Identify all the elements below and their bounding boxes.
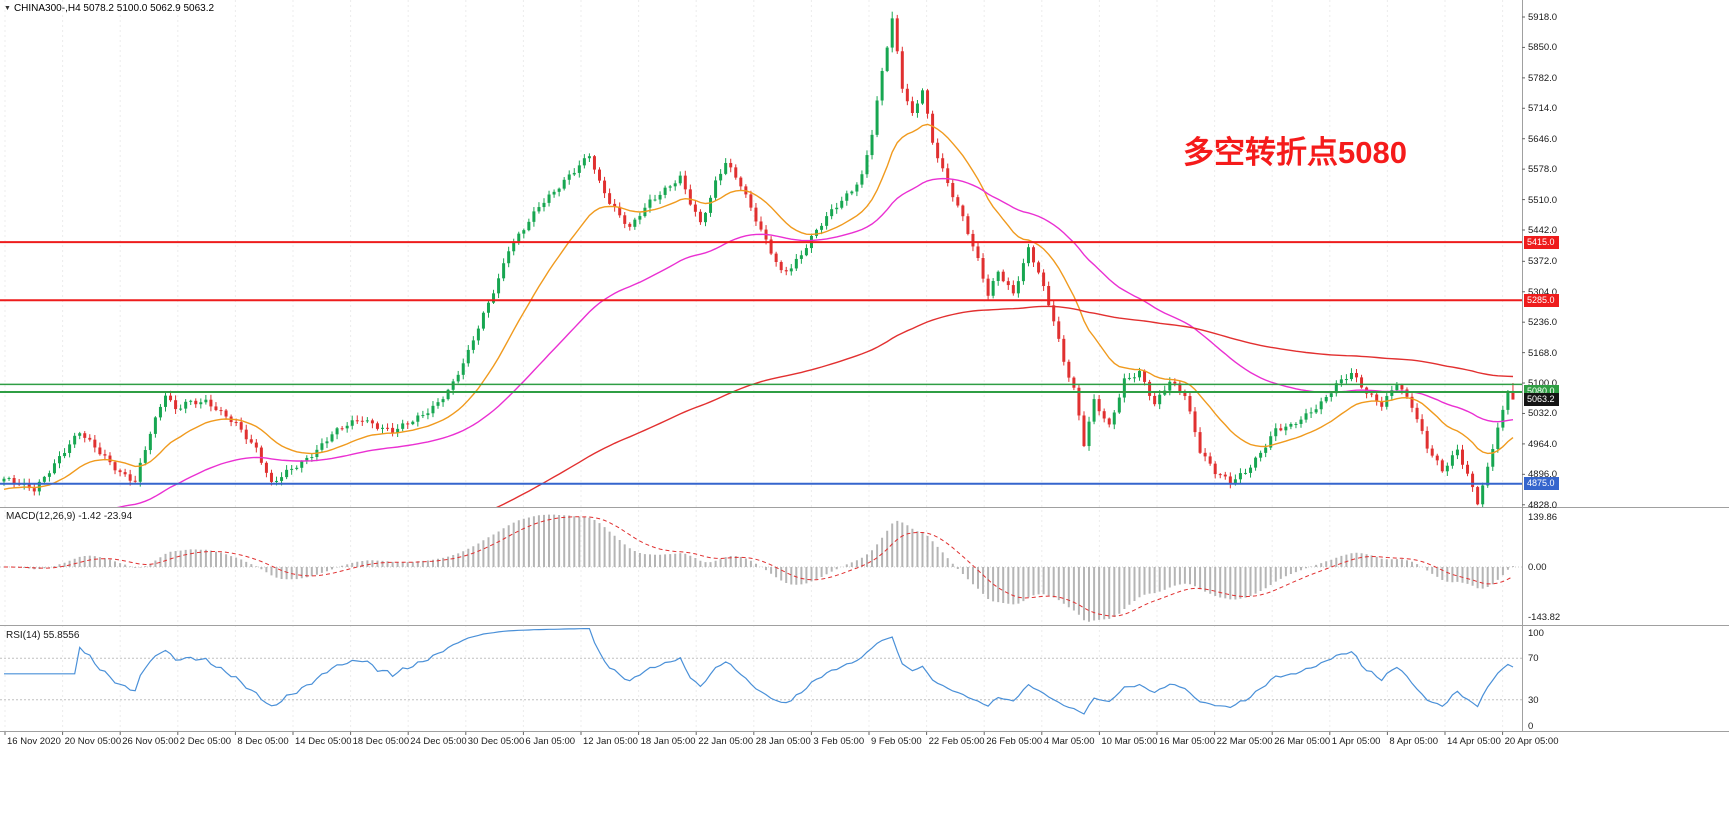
time-axis-label: 12 Jan 05:00 — [583, 736, 638, 747]
time-axis-label: 1 Apr 05:00 — [1331, 736, 1381, 747]
time-axis-label: 8 Apr 05:00 — [1389, 736, 1438, 747]
price-axis-label: 5032.0 — [1528, 408, 1558, 420]
time-axis-label: 20 Apr 05:00 — [1504, 736, 1559, 747]
chart-marker-icon: ▼ — [4, 5, 11, 12]
macd-axis-label: -143.82 — [1528, 612, 1561, 623]
price-axis-label: 5850.0 — [1528, 42, 1558, 54]
price-axis-label: 5372.0 — [1528, 256, 1558, 268]
time-axis-label: 24 Dec 05:00 — [410, 736, 467, 747]
time-axis-label: 14 Dec 05:00 — [295, 736, 352, 747]
price-axis-label: 4964.0 — [1528, 438, 1558, 450]
price-axis-label: 5578.0 — [1528, 164, 1558, 176]
price-axis-label: 5236.0 — [1528, 317, 1558, 329]
time-axis-label: 30 Dec 05:00 — [467, 736, 525, 747]
time-axis-label: 26 Mar 05:00 — [1274, 736, 1331, 747]
time-axis-label: 28 Jan 05:00 — [755, 736, 811, 747]
price-line-badge: 5285.0 — [1524, 293, 1559, 307]
current-price-badge: 5063.2 — [1524, 393, 1559, 406]
time-axis-label: 4 Mar 05:00 — [1043, 736, 1095, 747]
price-line-badge: 5415.0 — [1524, 235, 1559, 249]
price-axis-label: 5304.0 — [1528, 286, 1558, 298]
price-axis-label: 5918.0 — [1528, 12, 1558, 23]
time-axis-label: 14 Apr 05:00 — [1447, 736, 1501, 747]
time-axis-label: 22 Jan 05:00 — [698, 736, 754, 747]
price-line-badge: 4875.0 — [1524, 477, 1559, 491]
time-axis-label: 9 Feb 05:00 — [871, 736, 922, 747]
price-axis-label: 5714.0 — [1528, 103, 1558, 115]
time-axis-label: 8 Dec 05:00 — [237, 736, 289, 747]
price-axis-label: 4828.0 — [1528, 499, 1558, 511]
time-axis-label: 20 Nov 05:00 — [64, 736, 122, 747]
price-axis-label: 5442.0 — [1528, 225, 1558, 236]
time-axis-label: 18 Jan 05:00 — [640, 736, 696, 747]
price-axis-label: 5782.0 — [1528, 72, 1558, 84]
annotation-text[interactable]: 多空转折点5080 — [1183, 135, 1407, 170]
symbol-ohlc-text: CHINA300-,H4 5078.2 5100.0 5062.9 5063.2 — [13, 3, 215, 14]
macd-axis-label: 0.00 — [1528, 562, 1547, 573]
rsi-axis-label: 0 — [1528, 721, 1534, 732]
rsi-axis-label: 30 — [1528, 694, 1539, 706]
rsi-indicator-label: RSI(14) 55.8556 — [6, 630, 80, 641]
price-axis-label: 5646.0 — [1528, 133, 1558, 145]
time-axis-label: 6 Jan 05:00 — [525, 736, 576, 747]
price-axis-label: 5168.0 — [1528, 347, 1558, 359]
rsi-axis-label: 70 — [1528, 653, 1539, 665]
time-axis-label: 3 Feb 05:00 — [813, 736, 865, 747]
price-axis-label: 4896.0 — [1528, 469, 1558, 481]
time-axis-label: 26 Nov 05:00 — [122, 736, 179, 747]
macd-axis-label: 139.86 — [1528, 512, 1558, 523]
time-axis-label: 22 Feb 05:00 — [928, 736, 985, 747]
time-axis-label: 26 Feb 05:00 — [986, 736, 1043, 747]
macd-indicator-label: MACD(12,26,9) -1.42 -23.94 — [6, 511, 133, 522]
time-axis-label: 10 Mar 05:00 — [1101, 736, 1158, 747]
price-axis-label: 5100.0 — [1528, 378, 1558, 390]
time-axis-label: 16 Mar 05:00 — [1159, 736, 1215, 747]
time-axis-label: 18 Dec 05:00 — [352, 736, 410, 747]
time-axis-label: 2 Dec 05:00 — [179, 736, 232, 747]
time-axis-label: 16 Nov 2020 — [7, 736, 61, 747]
price-axis-label: 5510.0 — [1528, 194, 1558, 206]
time-axis-label: 22 Mar 05:00 — [1216, 736, 1273, 747]
symbol-info: ▼ CHINA300-,H4 5078.2 5100.0 5062.9 5063.… — [4, 3, 214, 14]
rsi-axis-label: 100 — [1528, 628, 1544, 639]
